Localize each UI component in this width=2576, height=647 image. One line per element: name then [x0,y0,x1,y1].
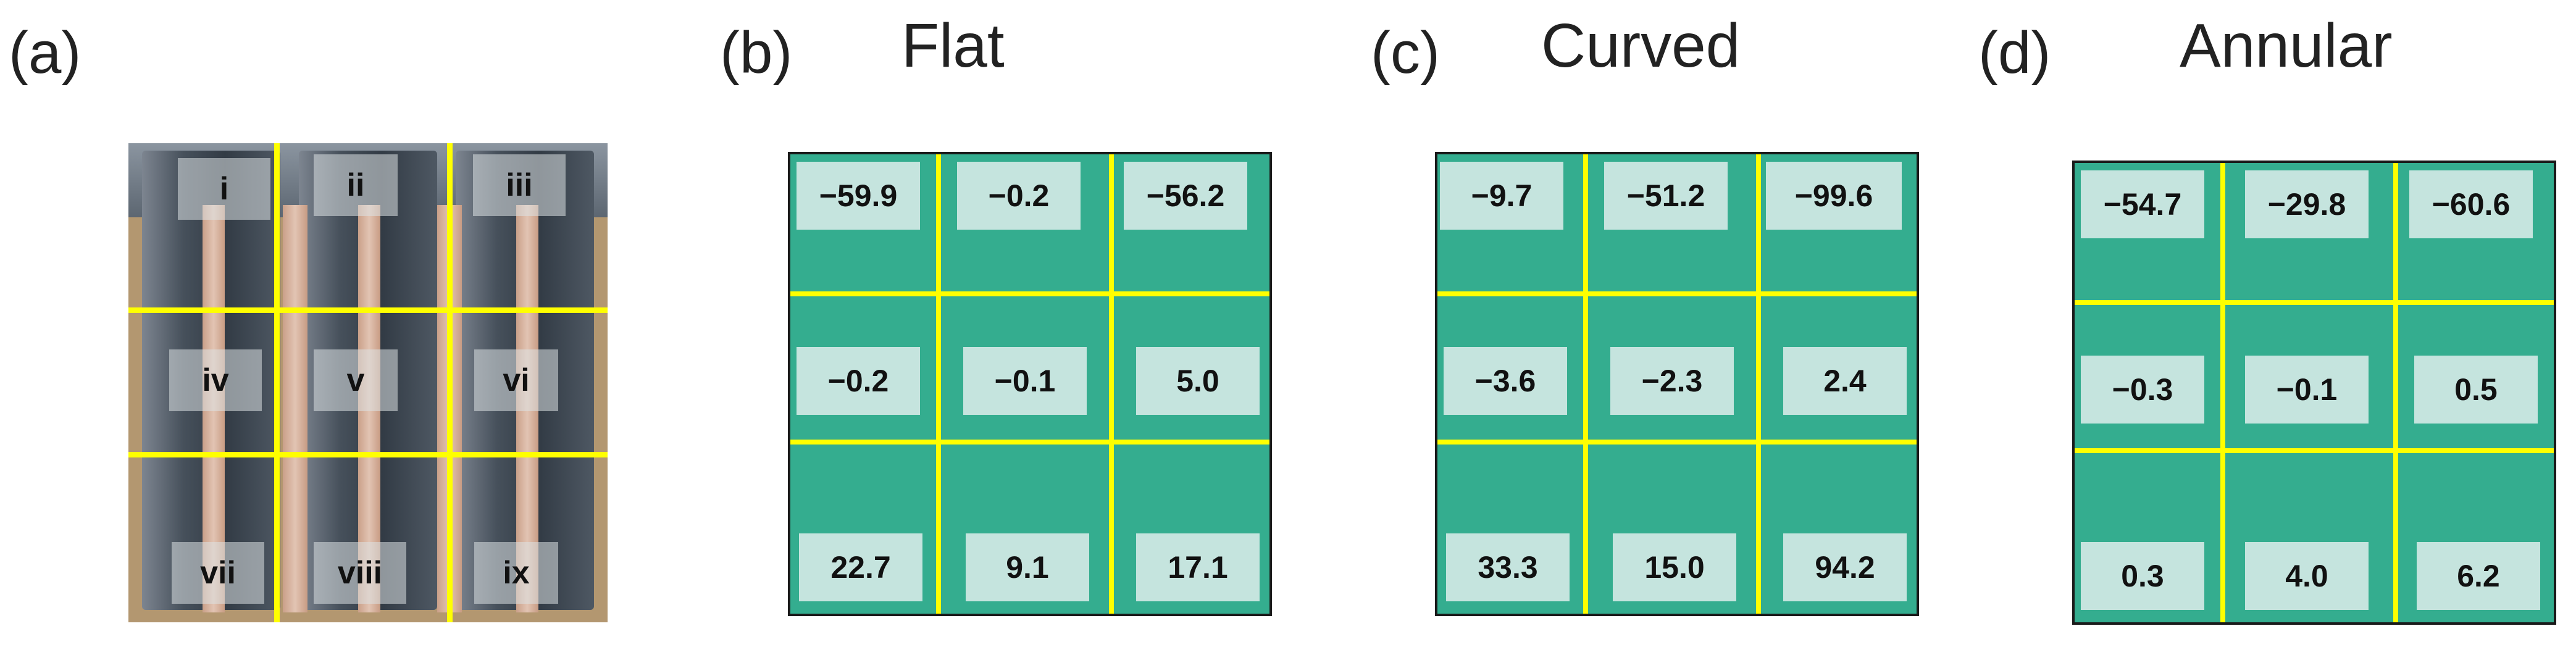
grid-curved-line-v1 [1583,154,1588,614]
grid-flat-line-v2 [1109,154,1114,614]
curved-value-ii: −51.2 [1604,162,1728,230]
flat-value-ii: −0.2 [957,162,1081,230]
flat-value-v: −0.1 [963,347,1087,415]
grid-annular: −54.7 −29.8 −60.6 −0.3 −0.1 0.5 0.3 4.0 … [2072,161,2556,625]
region-label-v: v [314,349,398,411]
grid-annular-line-v1 [2220,163,2225,622]
photo-grid-line-v2 [447,143,453,622]
curved-value-iii: −99.6 [1766,162,1902,230]
flat-value-vi: 5.0 [1136,347,1260,415]
flat-value-i: −59.9 [797,162,920,230]
region-label-viii: viii [314,542,406,604]
grid-flat: −59.9 −0.2 −56.2 −0.2 −0.1 5.0 22.7 9.1 … [788,152,1272,616]
flat-value-viii: 9.1 [966,533,1089,601]
curved-value-v: −2.3 [1610,347,1734,415]
flat-value-vii: 22.7 [799,533,922,601]
annular-value-iv: −0.3 [2081,356,2204,424]
grid-flat-line-v1 [936,154,941,614]
panel-c-title: Curved [1541,11,1741,80]
annular-value-vii: 0.3 [2081,542,2204,610]
grid-curved-line-v2 [1756,154,1761,614]
panel-b-letter: (b) [720,20,793,86]
electrode-photo: i ii iii iv v vi vii viii ix [128,143,608,622]
panel-d-title: Annular [2180,11,2393,80]
grid-annular-line-h1 [2075,300,2554,305]
region-label-i: i [178,158,270,220]
panel-d-letter: (d) [1978,20,2051,86]
curved-value-iv: −3.6 [1444,347,1567,415]
grid-flat-line-h2 [790,440,1269,445]
annular-value-v: −0.1 [2245,356,2369,424]
grid-annular-line-v2 [2393,163,2398,622]
region-label-ii: ii [314,154,398,216]
annular-value-vi: 0.5 [2414,356,2538,424]
photo-grid-line-h2 [128,452,608,457]
grid-curved-line-h1 [1437,291,1917,296]
photo-grid-line-h1 [128,307,608,313]
curved-value-viii: 15.0 [1613,533,1736,601]
curved-value-vi: 2.4 [1783,347,1907,415]
copper-trace-2 [283,205,307,612]
region-label-iii: iii [473,154,566,216]
panel-c-letter: (c) [1371,20,1440,86]
curved-value-i: −9.7 [1440,162,1563,230]
annular-value-ii: −29.8 [2245,170,2369,238]
grid-annular-line-h2 [2075,448,2554,453]
grid-curved-line-h2 [1437,440,1917,445]
flat-value-iii: −56.2 [1124,162,1247,230]
annular-value-i: −54.7 [2081,170,2204,238]
grid-flat-line-h1 [790,291,1269,296]
annular-value-ix: 6.2 [2417,542,2540,610]
panel-b-title: Flat [901,11,1005,80]
flat-value-ix: 17.1 [1136,533,1260,601]
curved-value-ix: 94.2 [1783,533,1907,601]
region-label-vi: vi [474,349,558,411]
annular-value-viii: 4.0 [2245,542,2369,610]
photo-grid-line-v1 [274,143,280,622]
annular-value-iii: −60.6 [2409,170,2533,238]
region-label-ix: ix [474,542,558,604]
flat-value-iv: −0.2 [797,347,920,415]
region-label-iv: iv [169,349,262,411]
panel-a-letter: (a) [9,20,82,86]
region-label-vii: vii [172,542,264,604]
curved-value-vii: 33.3 [1446,533,1570,601]
grid-curved: −9.7 −51.2 −99.6 −3.6 −2.3 2.4 33.3 15.0… [1435,152,1919,616]
